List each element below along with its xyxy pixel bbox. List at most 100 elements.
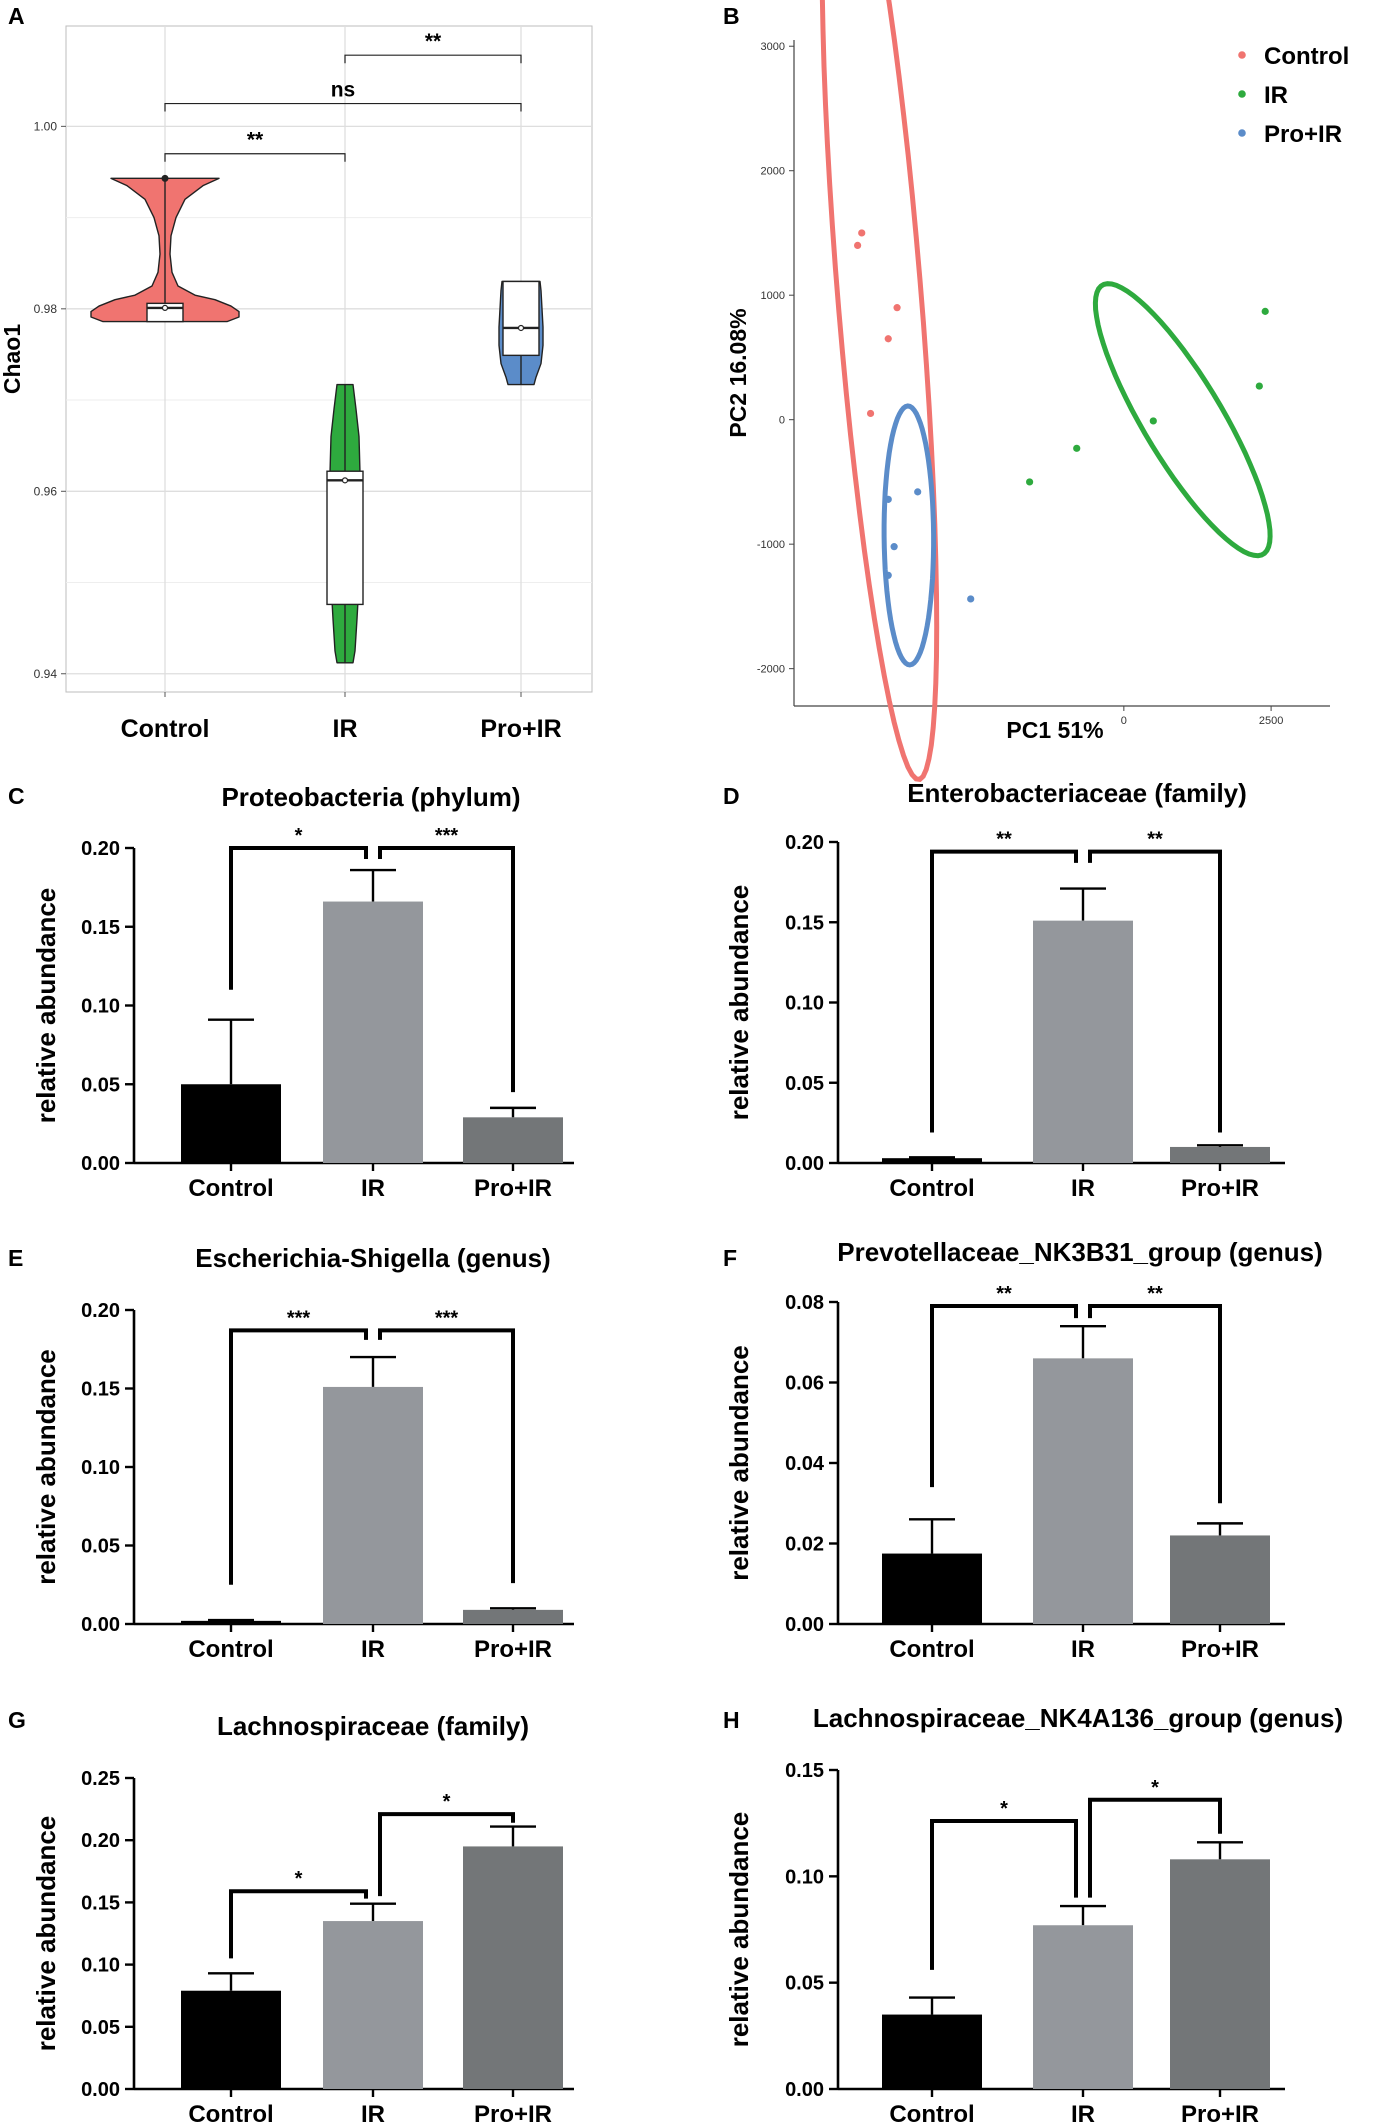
scatter-point xyxy=(914,488,922,496)
bar-control xyxy=(882,1553,982,1624)
significance-label: * xyxy=(443,1791,451,1813)
y-axis-label: Chao1 xyxy=(0,324,25,395)
y-tick-label: 0 xyxy=(779,415,785,427)
bar-pro-ir xyxy=(1170,1859,1270,2089)
significance-label: ** xyxy=(247,129,264,152)
y-tick-label: 2000 xyxy=(761,166,785,178)
panel-letter-d: D xyxy=(723,783,740,809)
panel-letter-h: H xyxy=(723,1707,740,1733)
x-tick-label: 2500 xyxy=(1259,715,1283,727)
x-tick-label: Control xyxy=(889,2101,974,2123)
scatter-point xyxy=(1261,307,1269,315)
significance-bracket xyxy=(344,54,522,64)
bar-pro-ir xyxy=(1170,1535,1270,1624)
y-tick-label: 3000 xyxy=(761,41,785,53)
y-tick-label: 0.00 xyxy=(81,1614,120,1636)
y-tick-label: 0.05 xyxy=(785,1973,824,1995)
y-tick-label: 0.98 xyxy=(34,302,58,316)
legend: Control IR Pro+IR xyxy=(1238,43,1349,148)
scatter-point xyxy=(1149,417,1157,425)
x-tick-label: IR xyxy=(1071,2101,1095,2123)
significance-bracket xyxy=(930,1819,1078,1970)
y-axis-label: PC2 16.08% xyxy=(725,308,751,437)
y-tick-label: 1000 xyxy=(761,290,785,302)
y-tick-label: 0.20 xyxy=(81,838,120,860)
scatter-point xyxy=(884,571,892,579)
x-tick-label: Pro+IR xyxy=(474,1636,552,1663)
y-tick-label: 0.00 xyxy=(785,1153,824,1175)
bar-ir xyxy=(1033,1358,1133,1624)
box-pro+ir xyxy=(502,280,540,357)
legend-label: IR xyxy=(1264,82,1288,109)
y-axis-label: relative abundance xyxy=(724,1345,754,1581)
significance-label: * xyxy=(295,1868,303,1890)
significance-label: * xyxy=(295,825,303,847)
y-tick-label: 0.15 xyxy=(81,917,120,939)
x-tick-label: IR xyxy=(333,715,358,743)
bar-ir xyxy=(1033,1925,1133,2089)
scatter-point xyxy=(858,229,866,237)
x-tick-label: Pro+IR xyxy=(480,715,561,743)
confidence-ellipse-pro-ir xyxy=(881,403,937,668)
significance-bracket xyxy=(930,1304,1078,1488)
x-tick-label: Pro+IR xyxy=(1181,1636,1259,1663)
significance-bracket xyxy=(378,1812,515,1897)
panel-b-pca-scatter: -2000 -1000 0 1000 2000 3000 0 2500 PC1 51% PC2 1… xyxy=(725,0,1349,783)
y-tick-label: 0.20 xyxy=(81,1300,120,1322)
y-tick-label: 0.15 xyxy=(81,1379,120,1401)
significance-label: ns xyxy=(331,79,356,102)
x-tick-label: Control xyxy=(889,1636,974,1663)
chart-title: Lachnospiraceae_NK4A136_group (genus) xyxy=(813,1703,1343,1733)
x-tick-label: Control xyxy=(188,1175,273,1202)
bar-pro-ir xyxy=(1170,1146,1270,1163)
bar-ir xyxy=(1033,920,1133,1163)
bar-pro-ir xyxy=(463,1846,563,2089)
scatter-point xyxy=(866,409,875,418)
y-tick-label: 0.02 xyxy=(785,1534,824,1556)
scatter-point xyxy=(1255,382,1263,390)
significance-label: ** xyxy=(425,30,442,53)
panel-e-bar-chart: Escherichia-Shigella (genus) relative abu… xyxy=(31,1243,574,1663)
significance-label: *** xyxy=(435,825,459,847)
bar-control xyxy=(882,2014,982,2089)
y-tick-label: 1.00 xyxy=(34,119,58,133)
significance-bracket xyxy=(229,1328,368,1585)
bar-ir xyxy=(323,901,423,1163)
bar-control xyxy=(181,1620,281,1624)
y-axis-label: relative abundance xyxy=(31,1816,61,2052)
x-tick-label: Control xyxy=(188,2101,273,2123)
chart-title: Lachnospiraceae (family) xyxy=(217,1711,529,1741)
y-tick-label: 0.25 xyxy=(81,1768,120,1790)
panel-letter-g: G xyxy=(8,1707,26,1733)
y-tick-label: 0.20 xyxy=(81,1830,120,1852)
y-tick-label: 0.00 xyxy=(785,1614,824,1636)
panel-d-bar-chart: Enterobacteriaceae (family) relative abun… xyxy=(724,778,1285,1202)
scatter-point xyxy=(967,595,975,603)
x-axis-label: PC1 51% xyxy=(1006,717,1103,743)
panel-letter-c: C xyxy=(8,783,25,809)
panel-letter-b: B xyxy=(723,3,740,29)
y-tick-label: 0.10 xyxy=(81,996,120,1018)
legend-marker xyxy=(1238,90,1246,98)
y-axis-label: relative abundance xyxy=(724,1812,754,2048)
y-tick-label: 0.00 xyxy=(81,2079,120,2101)
bar-pro-ir xyxy=(463,1117,563,1163)
y-axis-label: relative abundance xyxy=(724,885,754,1121)
significance-label: ** xyxy=(1147,1283,1163,1305)
x-tick-label: IR xyxy=(361,1175,385,1202)
y-axis-label: relative abundance xyxy=(31,1349,61,1585)
y-tick-label: -2000 xyxy=(757,664,785,676)
significance-bracket xyxy=(378,1328,515,1584)
bar-ir xyxy=(323,1386,423,1624)
chart-title: Prevotellaceae_NK3B31_group (genus) xyxy=(837,1237,1323,1267)
y-tick-label: 0.15 xyxy=(785,912,824,934)
x-tick-label: Control xyxy=(188,1636,273,1663)
y-tick-label: 0.10 xyxy=(785,993,824,1015)
panel-letter-f: F xyxy=(723,1245,737,1271)
x-tick-label: Pro+IR xyxy=(474,2101,552,2123)
x-tick-label: Control xyxy=(121,715,210,743)
chart-title: Escherichia-Shigella (genus) xyxy=(195,1243,550,1273)
legend-label: Control xyxy=(1264,43,1349,70)
bar-control xyxy=(882,1158,982,1163)
